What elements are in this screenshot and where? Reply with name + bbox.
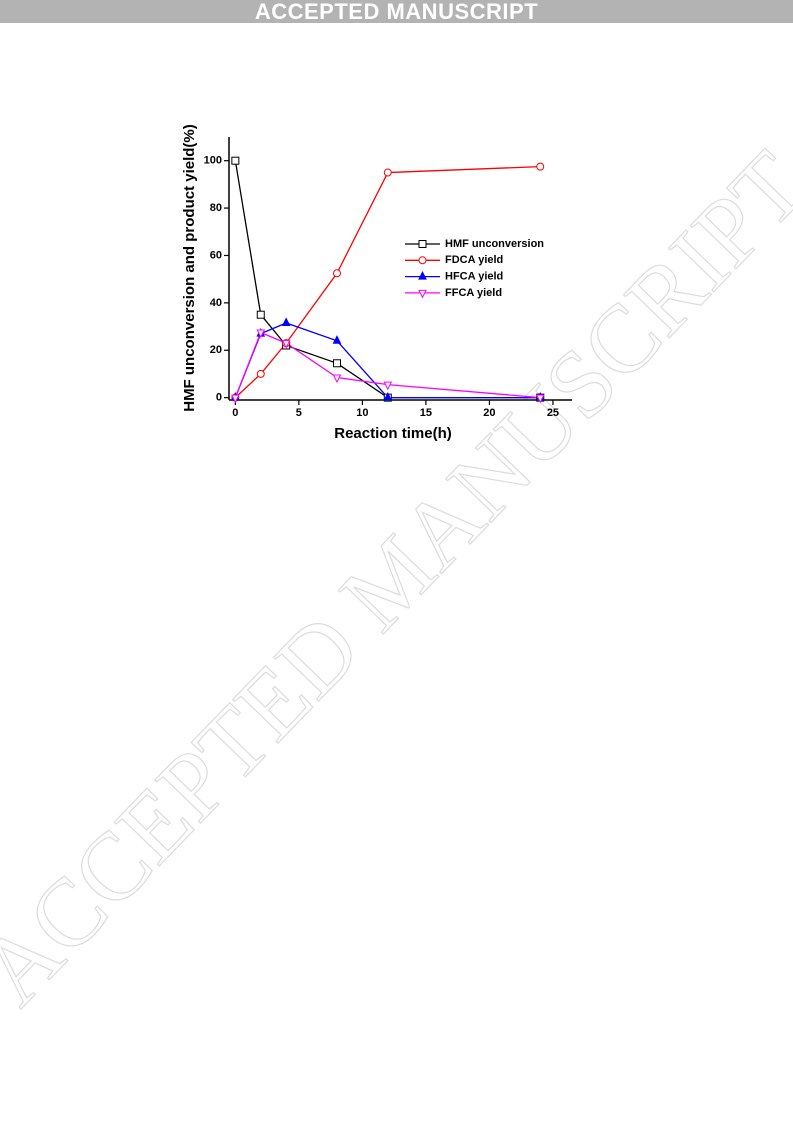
data-point (383, 392, 393, 401)
data-point (536, 162, 545, 171)
y-tick-label: 0 (216, 392, 222, 404)
data-point (383, 168, 392, 177)
legend-label: HMF unconversion (445, 238, 544, 250)
data-point (256, 369, 265, 378)
data-point (332, 374, 342, 384)
legend-label: FDCA yield (445, 254, 503, 266)
series-line (234, 165, 541, 399)
legend-marker (418, 270, 427, 280)
y-tick-label: 20 (210, 344, 222, 356)
data-point (383, 381, 393, 391)
y-tick-label: 100 (204, 155, 222, 167)
series-line (234, 331, 541, 399)
legend-label: HFCA yield (445, 271, 503, 283)
legend-marker (418, 256, 427, 265)
x-tick-label: 5 (296, 407, 302, 419)
data-point (256, 310, 265, 319)
data-point (535, 394, 545, 404)
x-tick-label: 10 (356, 407, 368, 419)
data-point (332, 359, 341, 368)
legend-label: FFCA yield (445, 287, 502, 299)
legend-marker (418, 240, 427, 248)
data-point (332, 269, 341, 278)
x-tick-label: 20 (483, 407, 495, 419)
data-point (231, 156, 240, 165)
y-tick-label: 60 (210, 249, 222, 261)
legend-marker (418, 289, 427, 299)
y-axis-label: HMF unconversion and product yield(%) (181, 124, 198, 412)
data-point (332, 335, 342, 344)
data-point (231, 394, 240, 404)
x-tick-label: 15 (420, 407, 432, 419)
data-point (281, 317, 291, 326)
x-tick-label: 0 (232, 407, 238, 419)
banner: ACCEPTED MANUSCRIPT (0, 0, 793, 24)
y-tick-label: 40 (210, 297, 222, 309)
x-axis-label: Reaction time(h) (334, 425, 452, 442)
data-point (281, 340, 291, 349)
x-tick-label: 25 (547, 407, 559, 419)
data-point (256, 329, 266, 339)
y-tick-label: 80 (210, 202, 222, 214)
